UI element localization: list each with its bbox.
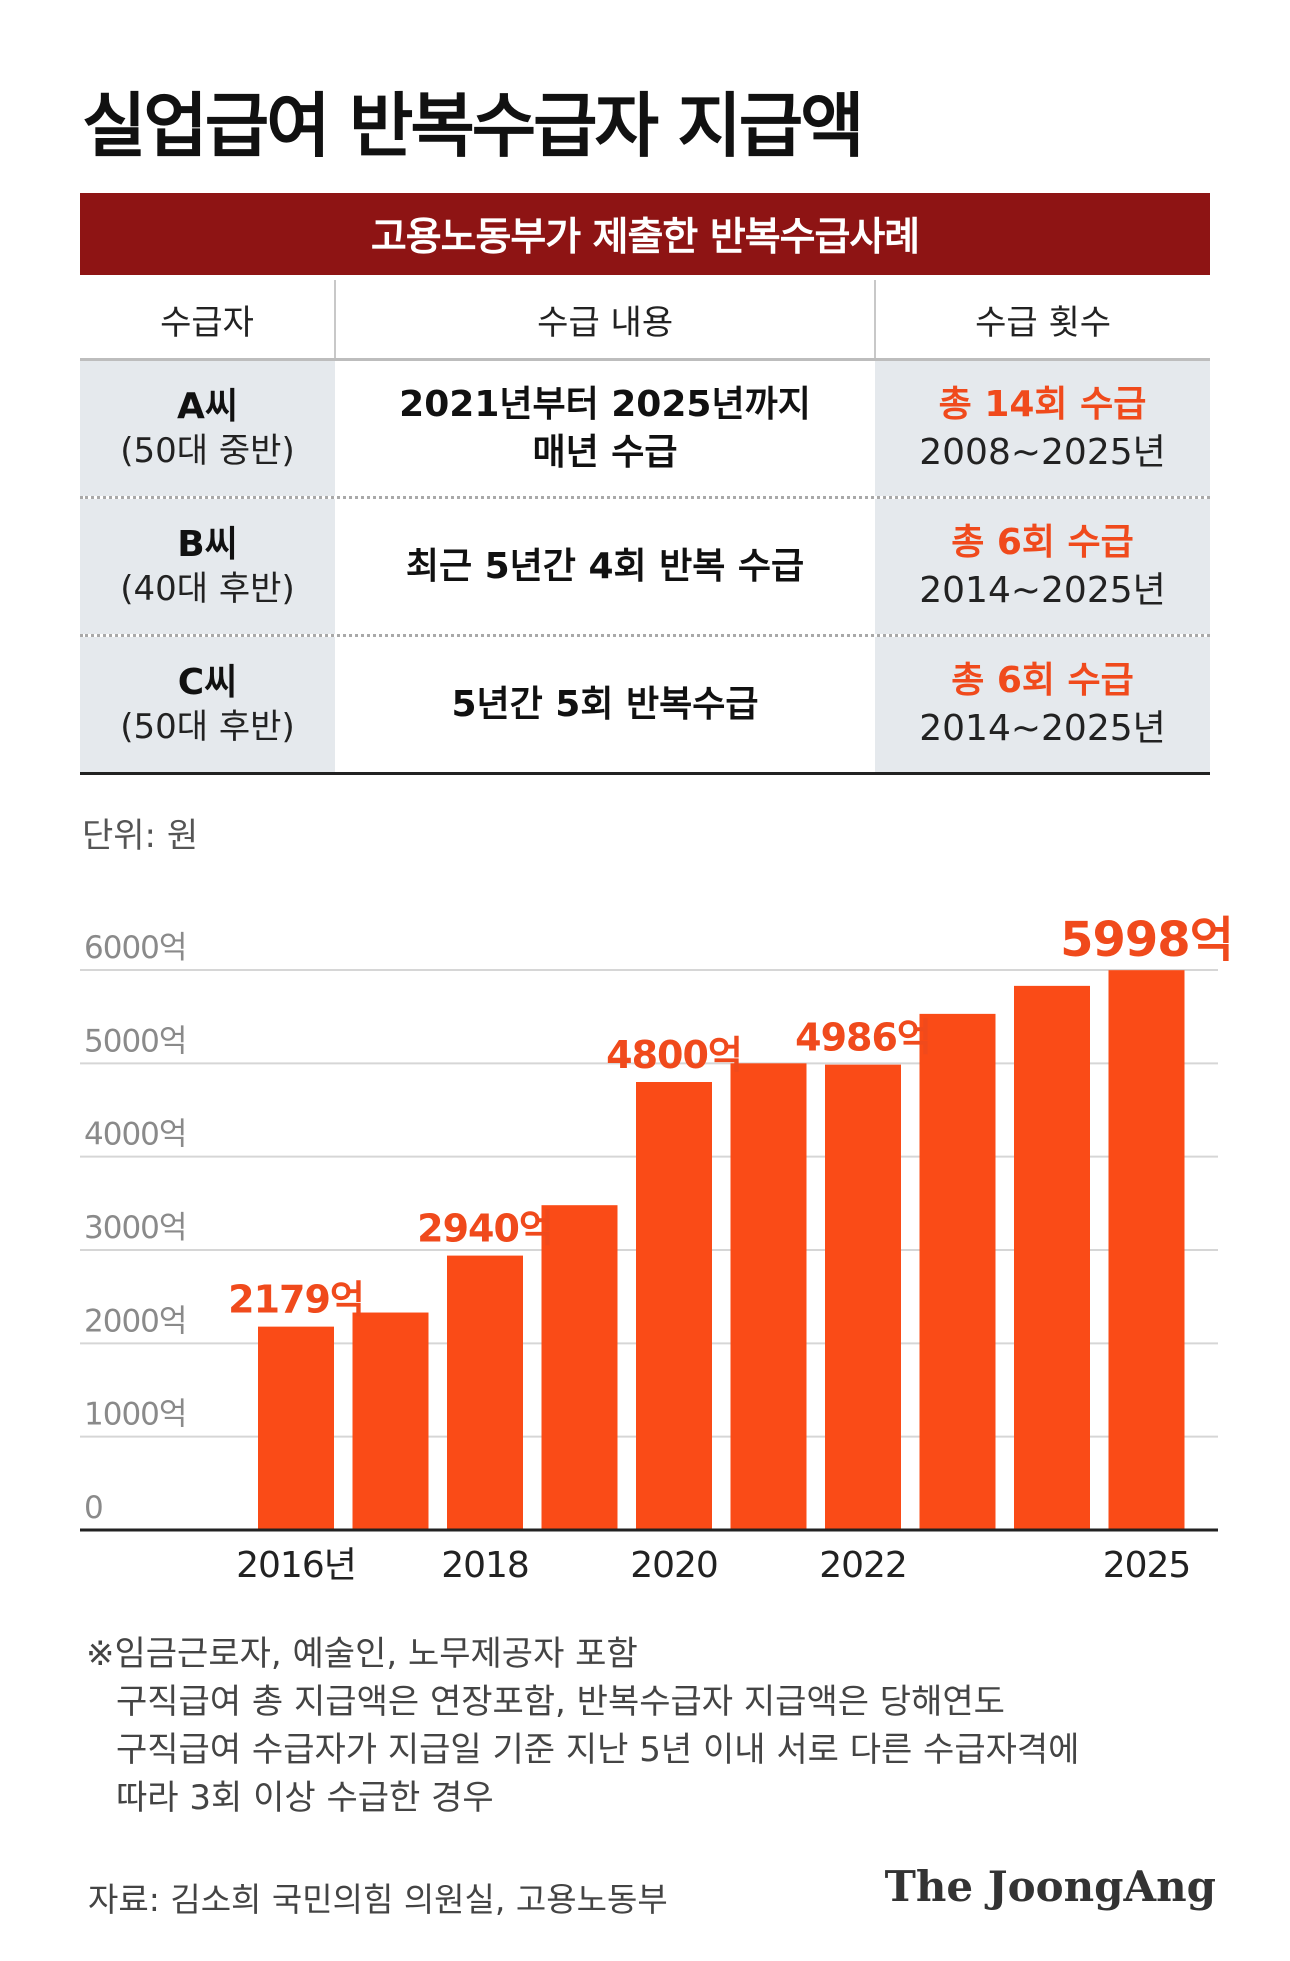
brand-logo: The JoongAng <box>884 1862 1216 1911</box>
x-tick-label: 2018 <box>441 1545 529 1586</box>
content-line: 2021년부터 2025년까지 <box>399 383 811 425</box>
footnote-line: ※임금근로자, 예술인, 노무제공자 포함 <box>86 1634 638 1674</box>
unit-label: 단위: 원 <box>82 816 199 856</box>
years-text: 2014~2025년 <box>919 569 1166 611</box>
content-line: 매년 수급 <box>532 431 678 473</box>
recipient-age: (50대 후반) <box>120 706 295 747</box>
footnote-line: 구직급여 총 지급액은 연장포함, 반복수급자 지급액은 당해연도 <box>116 1682 1005 1722</box>
count-text: 총 6회 수급 <box>951 659 1134 701</box>
recipient-name: C씨 <box>177 661 238 703</box>
y-tick-label: 1000억 <box>84 1397 186 1433</box>
bar <box>541 1205 618 1530</box>
table-column-headers: 수급자 수급 내용 수급 횟수 <box>80 280 1210 361</box>
column-header-count: 수급 횟수 <box>874 280 1210 358</box>
data-label: 2179억 <box>228 1278 364 1322</box>
content-cell: 5년간 5회 반복수급 <box>335 637 875 772</box>
count-cell: 총 6회 수급 2014~2025년 <box>875 499 1210 634</box>
bar <box>1014 985 1090 1530</box>
x-tick-label: 2022 <box>819 1545 907 1586</box>
data-label: 4800억 <box>606 1033 742 1077</box>
recipient-name: B씨 <box>177 523 238 565</box>
bar <box>730 1063 807 1530</box>
y-tick-label: 4000억 <box>84 1117 186 1153</box>
column-header-recipient: 수급자 <box>160 302 254 343</box>
content-line: 5년간 5회 반복수급 <box>451 683 759 725</box>
bar <box>258 1326 334 1530</box>
years-text: 2014~2025년 <box>919 707 1166 749</box>
column-header-content: 수급 내용 <box>334 280 874 358</box>
footnote-line: 따라 3회 이상 수급한 경우 <box>116 1778 494 1818</box>
source-credit: 자료: 김소희 국민의힘 의원실, 고용노동부 <box>88 1880 668 1919</box>
content-cell: 2021년부터 2025년까지 매년 수급 <box>335 361 875 496</box>
recipient-age: (50대 중반) <box>120 430 295 471</box>
bar <box>352 1312 429 1530</box>
x-tick-label: 2020 <box>630 1545 718 1586</box>
count-text: 총 14회 수급 <box>938 383 1147 425</box>
recipient-name: A씨 <box>177 385 238 427</box>
footnote: ※임금근로자, 예술인, 노무제공자 포함 구직급여 총 지급액은 연장포함, … <box>86 1630 1236 1822</box>
y-tick-label: 5000억 <box>84 1023 186 1059</box>
data-label: 4986억 <box>795 1016 931 1060</box>
footnote-line: 구직급여 수급자가 지급일 기준 지난 5년 이내 서로 다른 수급자격에 <box>116 1730 1080 1770</box>
page-title: 실업급여 반복수급자 지급액 <box>82 85 865 167</box>
data-label: 2940억 <box>417 1207 553 1251</box>
table-header: 고용노동부가 제출한 반복수급사례 <box>80 193 1210 275</box>
bar-chart: 0 1000억 2000억 3000억 4000억 5000억 6000억 2179억 2940… <box>80 912 1234 1586</box>
recipient-cell: B씨 (40대 후반) <box>80 499 335 634</box>
bar <box>1108 970 1185 1530</box>
count-cell: 총 6회 수급 2014~2025년 <box>875 637 1210 772</box>
bar <box>919 1013 996 1530</box>
data-label: 5998억 <box>1060 912 1233 968</box>
x-tick-label: 2016년 <box>236 1545 356 1586</box>
recipient-cell: A씨 (50대 중반) <box>80 361 335 496</box>
count-cell: 총 14회 수급 2008~2025년 <box>875 361 1210 496</box>
x-tick-label: 2025 <box>1103 1545 1191 1586</box>
table-body: A씨 (50대 중반) 2021년부터 2025년까지 매년 수급 총 14회 … <box>80 361 1210 775</box>
recipient-age: (40대 후반) <box>120 568 295 609</box>
bar <box>825 1064 901 1530</box>
table-row: A씨 (50대 중반) 2021년부터 2025년까지 매년 수급 총 14회 … <box>80 361 1210 499</box>
content-cell: 최근 5년간 4회 반복 수급 <box>335 499 875 634</box>
table-row: C씨 (50대 후반) 5년간 5회 반복수급 총 6회 수급 2014~202… <box>80 637 1210 772</box>
table-row: B씨 (40대 후반) 최근 5년간 4회 반복 수급 총 6회 수급 2014… <box>80 499 1210 637</box>
recipient-cell: C씨 (50대 후반) <box>80 637 335 772</box>
y-tick-label: 2000억 <box>84 1303 186 1339</box>
y-tick-label: 6000억 <box>84 930 186 966</box>
bar <box>447 1255 523 1530</box>
content-line: 최근 5년간 4회 반복 수급 <box>405 545 805 587</box>
y-tick-label: 0 <box>84 1490 103 1526</box>
years-text: 2008~2025년 <box>919 431 1166 473</box>
y-tick-label: 3000억 <box>84 1210 186 1246</box>
bar <box>636 1082 712 1530</box>
count-text: 총 6회 수급 <box>951 521 1134 563</box>
